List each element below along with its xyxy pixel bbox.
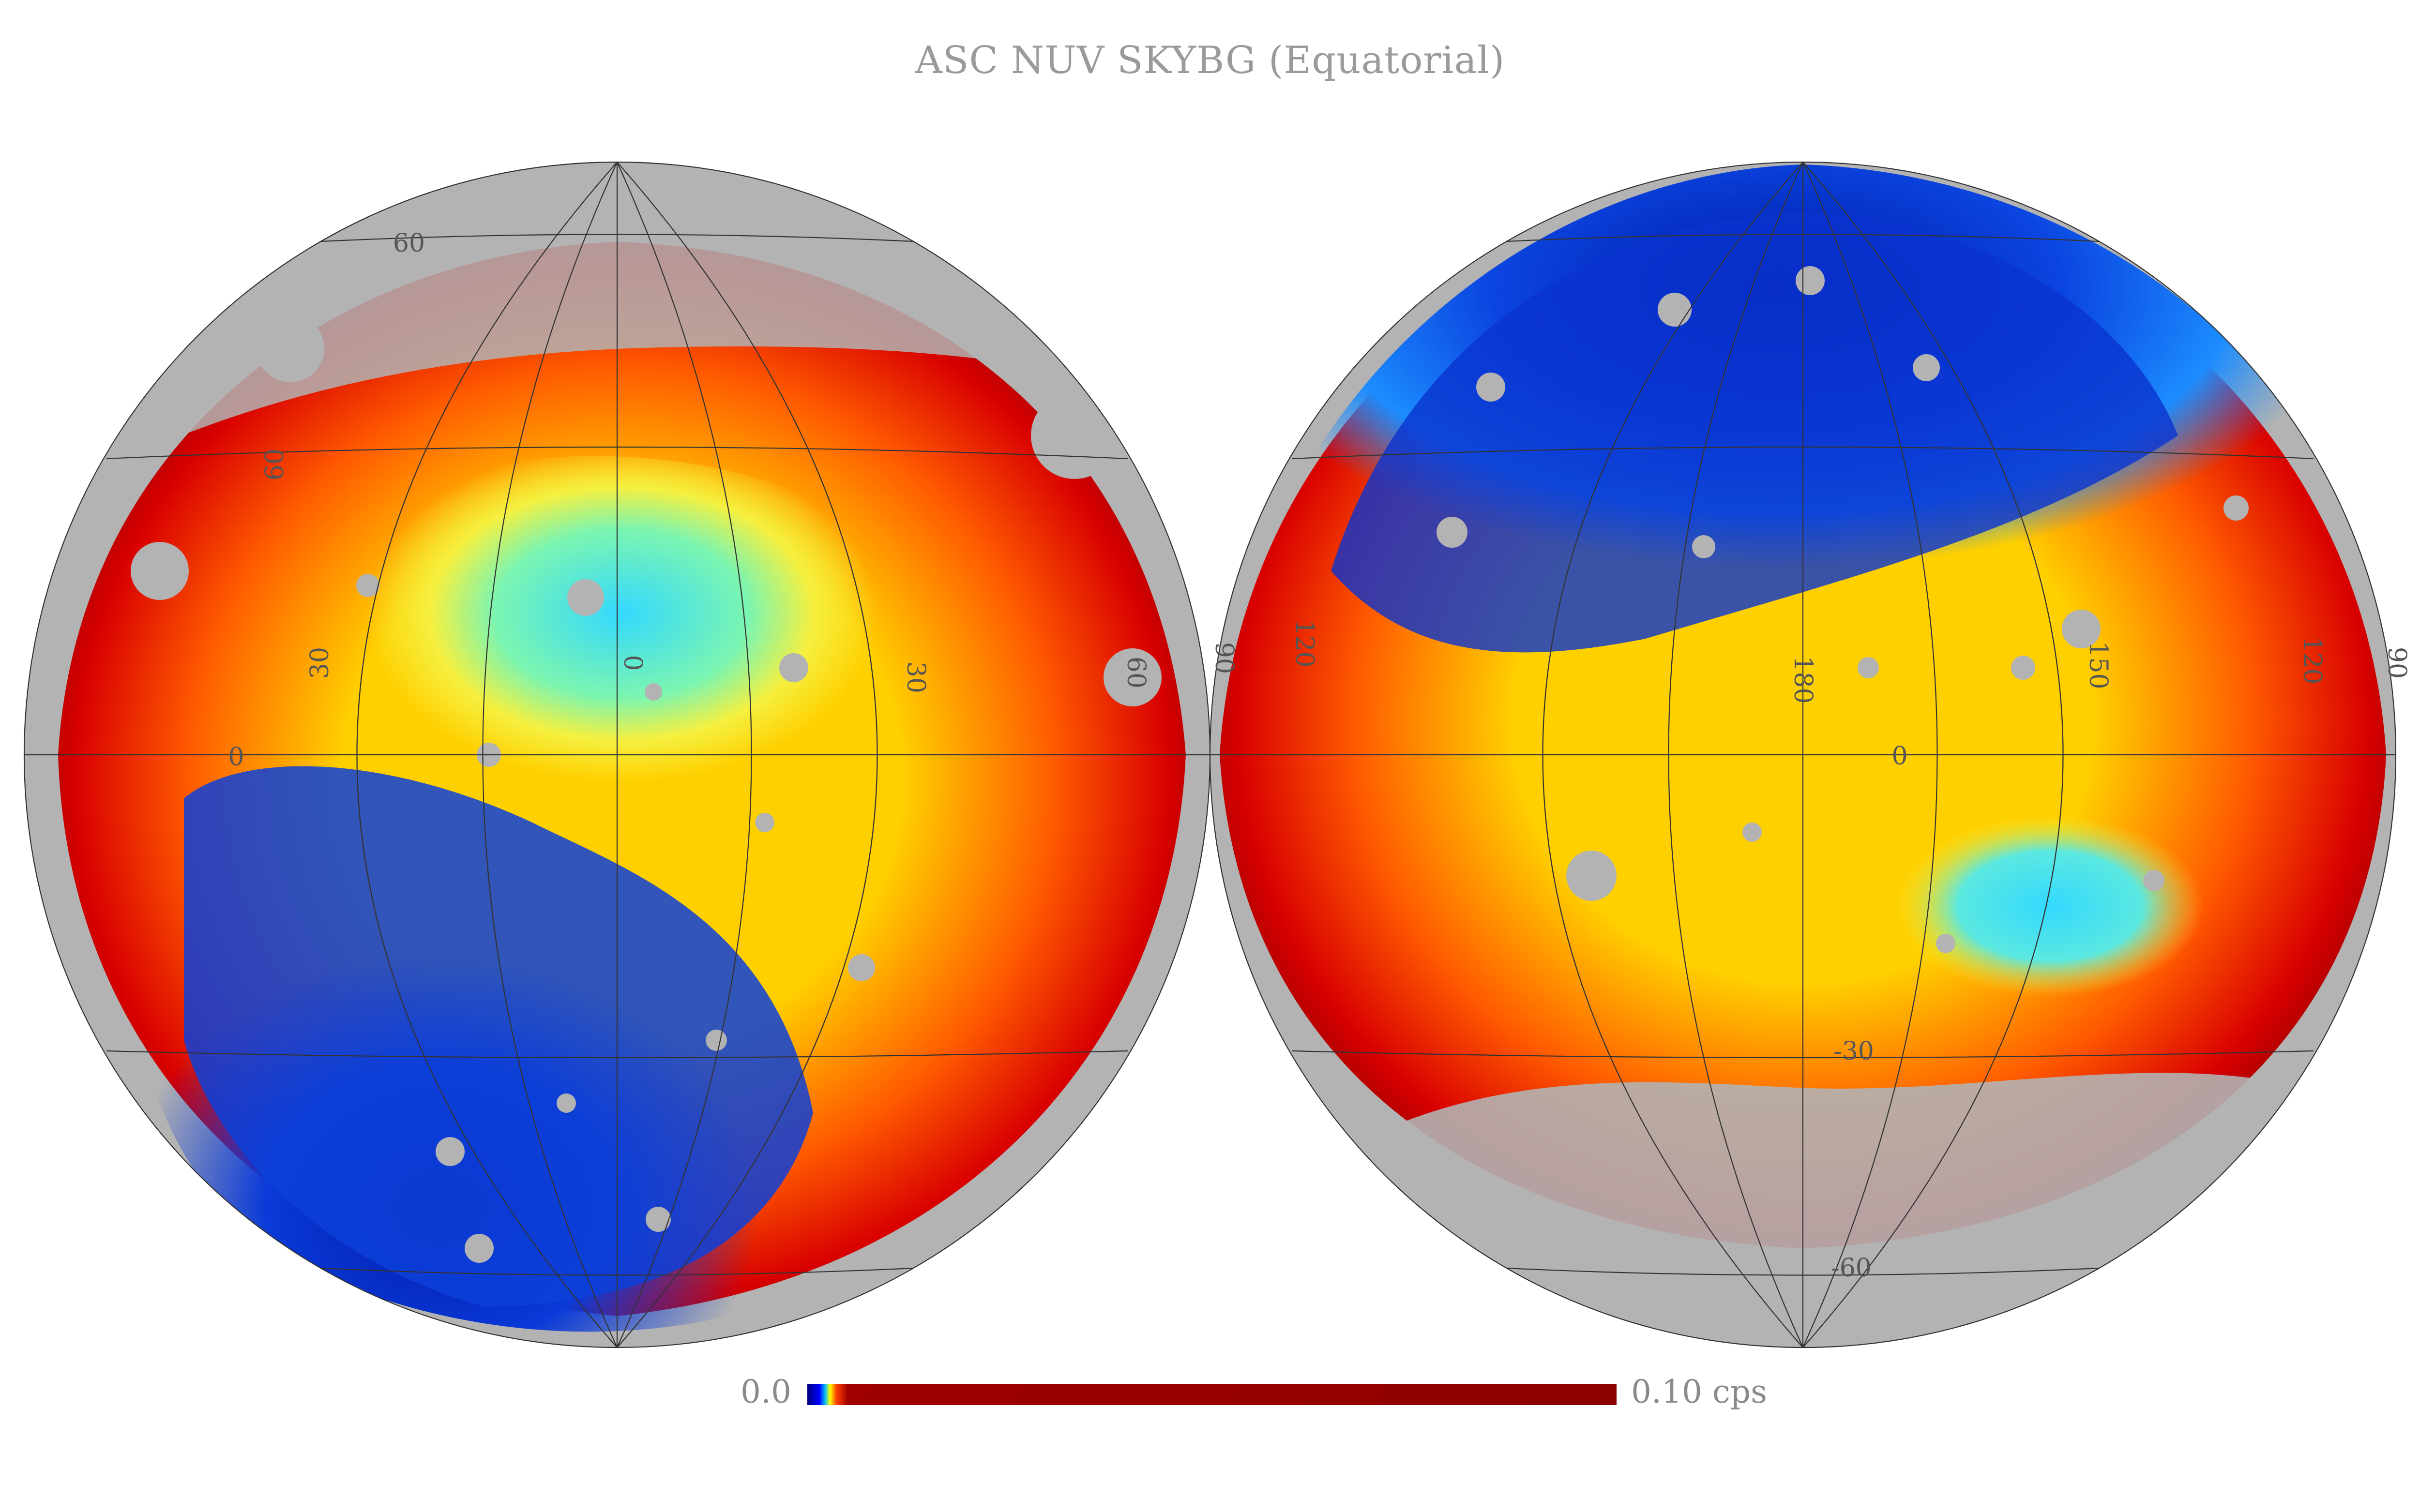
colorbar-min-label: 0.0 [741,1373,791,1410]
left-ra-label-60a: 60 [260,449,289,480]
colorbar-max-label: 0.10 cps [1631,1373,1768,1410]
right-ra-label-90a: 90 [1210,642,1239,674]
right-ra-label-120a: 120 [1290,619,1319,667]
colorbar [807,1384,1617,1405]
left-graticule-labels: 60 0 60 30 0 30 60 [228,229,1150,772]
right-dec-label-0: 0 [1891,742,1907,771]
right-graticule-labels: 90 120 180 150 120 90 0 -30 -60 [1210,619,2411,1283]
right-ra-label-180: 180 [1788,656,1817,704]
right-dec-label-neg30: -30 [1833,1037,1874,1066]
right-ra-label-150: 150 [2084,641,2113,689]
left-dec-label-60: 60 [393,229,425,258]
right-dec-label-neg60: -60 [1831,1254,1872,1283]
left-ra-label-30b: 30 [901,661,930,693]
graticule [23,161,2397,1348]
left-ra-label-60b: 60 [1121,657,1150,689]
left-ra-label-0: 0 [618,655,647,671]
left-ra-label-30a: 30 [305,647,334,679]
map-title: ASC NUV SKYBG (Equatorial) [915,39,1505,82]
right-ra-label-120b: 120 [2298,636,2327,684]
right-ra-label-90b: 90 [2382,647,2411,679]
left-dec-label-0: 0 [228,743,244,772]
